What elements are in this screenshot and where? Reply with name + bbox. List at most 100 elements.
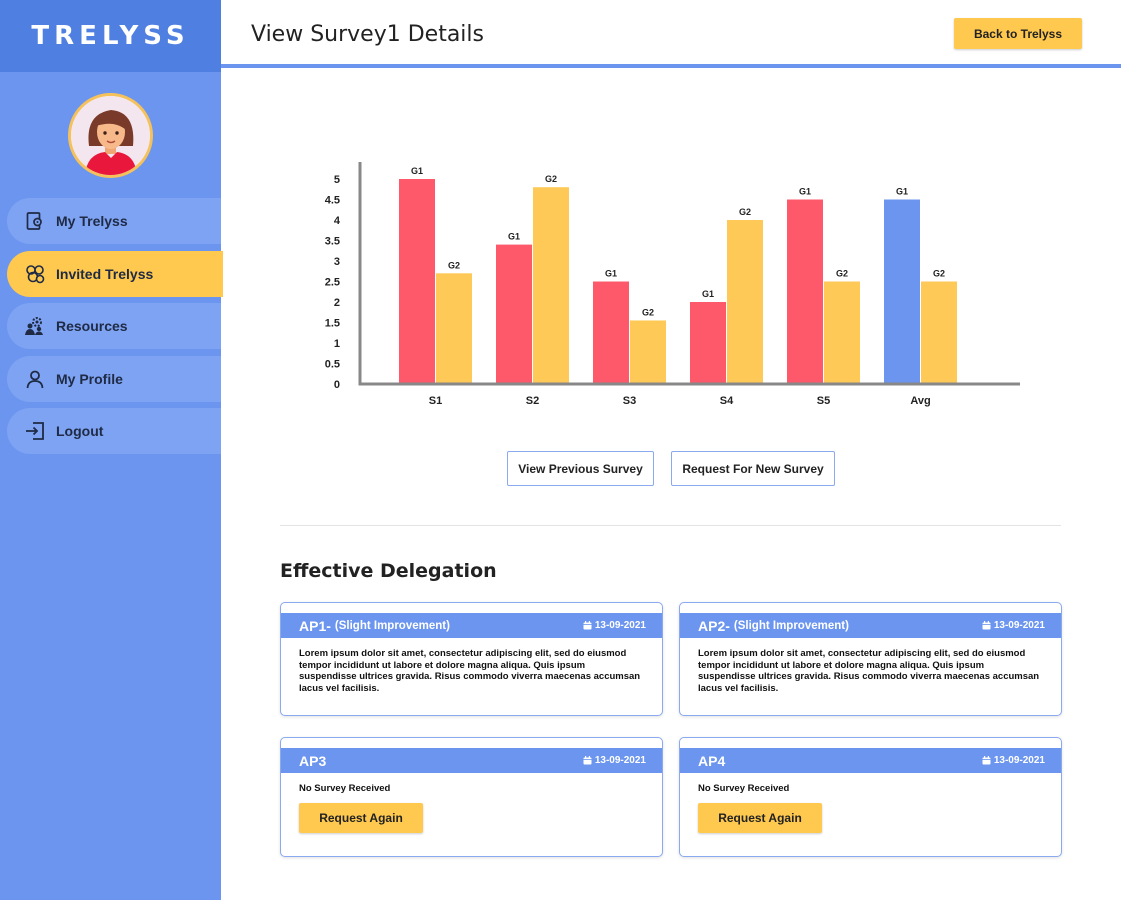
card-date: 13-09-2021 [583,620,646,631]
card-date: 13-09-2021 [982,620,1045,631]
y-tick-label: 2 [334,297,340,309]
bar-data-label: G2 [933,269,945,279]
y-tick-label: 1.5 [325,318,340,330]
x-tick-label: S4 [720,395,734,407]
card-status-text: No Survey Received [299,783,391,794]
card-code: AP3 [299,752,327,769]
bar-g1-s4 [690,302,726,384]
avatar[interactable] [68,93,153,178]
card-code: AP4 [698,752,726,769]
card-code: AP1- [299,617,331,634]
bar-g1-s3 [593,281,629,384]
dashboard-gear-icon [24,210,46,232]
request-again-button[interactable]: Request Again [698,802,822,833]
y-tick-label: 4 [334,215,341,227]
section-divider [280,525,1061,526]
card-body: No Survey Received Request Again [281,773,662,843]
brand-name: TRELYSS [31,21,190,51]
card-header: AP3 13-09-2021 [281,748,662,773]
bar-g2-s4 [727,220,763,384]
card-date-text: 13-09-2021 [993,620,1045,631]
bar-g2-s3 [630,320,666,384]
action-plan-card: AP2- (Slight Improvement) 13-09-2021 Lor… [679,602,1062,716]
bar-data-label: G1 [508,232,520,242]
bar-g1-s2 [496,244,532,384]
sidebar-item-my-profile[interactable]: My Profile [7,355,221,402]
bar-g2-avg [921,281,957,384]
card-header: AP2- (Slight Improvement) 13-09-2021 [680,613,1061,638]
action-plan-card: AP3 13-09-2021 No Survey Received Reques… [280,737,663,857]
x-tick-label: S1 [429,395,442,407]
y-tick-label: 2.5 [325,277,340,289]
card-date-text: 13-09-2021 [594,620,646,631]
calendar-icon [982,621,991,630]
card-description: Lorem ipsum dolor sit amet, consectetur … [698,648,1040,694]
bar-data-label: G1 [896,187,908,197]
sidebar-item-resources[interactable]: Resources [7,303,221,349]
sidebar-item-label: My Trelyss [56,213,128,229]
sidebar-item-my-trelyss[interactable]: My Trelyss [7,198,221,244]
bar-g2-s5 [824,281,860,384]
view-previous-survey-button[interactable]: View Previous Survey [507,451,654,486]
bar-data-label: G1 [605,269,617,279]
y-tick-label: 0 [334,379,340,391]
calendar-icon [583,756,592,765]
brand-logo[interactable]: TRELYSS [0,0,221,72]
card-code: AP2- [698,617,730,634]
y-tick-label: 5 [334,174,340,186]
page-title: View Survey1 Details [251,22,484,47]
bar-g2-s1 [436,273,472,384]
y-tick-label: 3.5 [325,236,340,248]
card-header: AP4 13-09-2021 [680,748,1061,773]
calendar-icon [982,756,991,765]
bar-data-label: G1 [702,289,714,299]
bar-g2-s2 [533,187,569,384]
bar-g1-s1 [399,179,435,384]
avatar-illustration [71,96,150,175]
action-plan-card: AP1- (Slight Improvement) 13-09-2021 Lor… [280,602,663,716]
bar-g1-avg [884,199,920,384]
x-tick-label: S5 [817,395,830,407]
logout-icon [24,420,46,442]
request-again-button[interactable]: Request Again [299,802,423,833]
y-tick-label: 0.5 [325,359,340,371]
x-tick-label: S3 [623,395,636,407]
action-plan-card: AP4 13-09-2021 No Survey Received Reques… [679,737,1062,857]
card-status: (Slight Improvement) [334,619,450,632]
page-header: View Survey1 Details Back to Trelyss [221,0,1121,68]
sidebar-nav: My Trelyss Invited Trelyss Resources My … [0,198,223,461]
bar-data-label: G2 [448,260,460,270]
y-tick-label: 1 [334,338,340,350]
x-tick-label: S2 [526,395,539,407]
sidebar-item-label: Logout [56,423,104,439]
sidebar-item-label: Invited Trelyss [56,265,154,282]
bar-data-label: G2 [545,174,557,184]
card-description: Lorem ipsum dolor sit amet, consectetur … [299,648,641,694]
card-date: 13-09-2021 [583,755,646,766]
bar-data-label: G1 [411,166,423,176]
people-gear-icon [24,315,46,337]
card-status: (Slight Improvement) [733,619,849,632]
sidebar-item-label: My Profile [56,370,123,387]
sidebar-item-invited-trelyss[interactable]: Invited Trelyss [7,250,223,297]
sidebar-item-label: Resources [56,318,128,334]
calendar-icon [583,621,592,630]
bar-data-label: G2 [739,207,751,217]
back-to-trelyss-button[interactable]: Back to Trelyss [954,18,1082,49]
group-icon [24,263,46,285]
card-body: No Survey Received Request Again [680,773,1061,843]
x-tick-label: Avg [910,395,930,407]
bar-g1-s5 [787,199,823,384]
card-date-text: 13-09-2021 [993,755,1045,766]
request-new-survey-button[interactable]: Request For New Survey [671,451,835,486]
survey-bar-chart: 0 0.5 1 1.5 2 2.5 3 3.5 4 4.5 5 G1 G2 S1 G1 G2 S2 G1 G2 S3 G… [325,162,1020,407]
y-tick-label: 3 [334,256,340,268]
section-title: Effective Delegation [280,560,497,582]
bar-data-label: G1 [799,187,811,197]
y-tick-label: 4.5 [325,195,340,207]
sidebar-item-logout[interactable]: Logout [7,408,221,454]
bar-data-label: G2 [642,307,654,317]
card-status-text: No Survey Received [698,783,790,794]
sidebar: TRELYSS My Trelyss Invited Trelyss [0,0,223,900]
card-header: AP1- (Slight Improvement) 13-09-2021 [281,613,662,638]
